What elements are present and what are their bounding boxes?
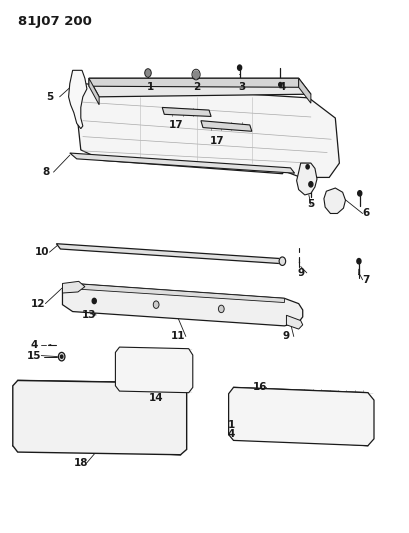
Circle shape bbox=[60, 355, 63, 358]
Text: 18: 18 bbox=[73, 458, 88, 467]
Text: 81J07 200: 81J07 200 bbox=[18, 14, 91, 28]
Text: 4: 4 bbox=[227, 429, 235, 439]
Text: 5: 5 bbox=[306, 199, 314, 209]
Circle shape bbox=[153, 301, 159, 309]
Circle shape bbox=[145, 70, 150, 76]
Polygon shape bbox=[56, 244, 284, 264]
Circle shape bbox=[193, 71, 198, 78]
Text: 4: 4 bbox=[278, 82, 285, 92]
Text: 5: 5 bbox=[47, 92, 54, 102]
Polygon shape bbox=[228, 387, 373, 446]
Polygon shape bbox=[13, 381, 186, 455]
Circle shape bbox=[356, 259, 360, 264]
Text: 14: 14 bbox=[148, 393, 163, 403]
Text: 12: 12 bbox=[31, 298, 45, 309]
Text: 7: 7 bbox=[361, 274, 369, 285]
Polygon shape bbox=[115, 347, 192, 393]
Text: 1: 1 bbox=[227, 419, 234, 430]
Polygon shape bbox=[200, 120, 251, 131]
Text: 9: 9 bbox=[297, 268, 303, 278]
Text: 17: 17 bbox=[169, 120, 183, 131]
Polygon shape bbox=[296, 163, 316, 195]
Polygon shape bbox=[62, 284, 302, 326]
Text: 11: 11 bbox=[171, 332, 185, 342]
Text: 4: 4 bbox=[30, 340, 38, 350]
Polygon shape bbox=[72, 284, 284, 303]
Text: 15: 15 bbox=[27, 351, 41, 361]
Text: 6: 6 bbox=[361, 208, 369, 219]
Circle shape bbox=[58, 352, 65, 361]
Polygon shape bbox=[162, 108, 211, 116]
Text: 16: 16 bbox=[252, 382, 267, 392]
Circle shape bbox=[305, 165, 308, 169]
Text: 10: 10 bbox=[35, 247, 49, 257]
Circle shape bbox=[279, 257, 285, 265]
Circle shape bbox=[237, 65, 241, 70]
Circle shape bbox=[92, 298, 96, 304]
Polygon shape bbox=[298, 78, 310, 103]
Text: 2: 2 bbox=[193, 82, 200, 92]
Polygon shape bbox=[89, 78, 310, 97]
Text: 3: 3 bbox=[238, 82, 245, 92]
Polygon shape bbox=[70, 153, 294, 173]
Text: 8: 8 bbox=[43, 167, 49, 177]
Polygon shape bbox=[78, 84, 339, 177]
Text: 13: 13 bbox=[81, 310, 96, 320]
Polygon shape bbox=[89, 78, 99, 105]
Text: 17: 17 bbox=[209, 136, 224, 147]
Text: 1: 1 bbox=[146, 82, 153, 92]
Polygon shape bbox=[89, 78, 298, 87]
Circle shape bbox=[278, 83, 281, 87]
Text: 9: 9 bbox=[282, 332, 289, 342]
Polygon shape bbox=[68, 70, 87, 128]
Circle shape bbox=[357, 191, 361, 196]
Polygon shape bbox=[286, 316, 302, 329]
Circle shape bbox=[218, 305, 224, 313]
Circle shape bbox=[308, 182, 312, 187]
Polygon shape bbox=[62, 281, 85, 293]
Polygon shape bbox=[323, 188, 345, 214]
